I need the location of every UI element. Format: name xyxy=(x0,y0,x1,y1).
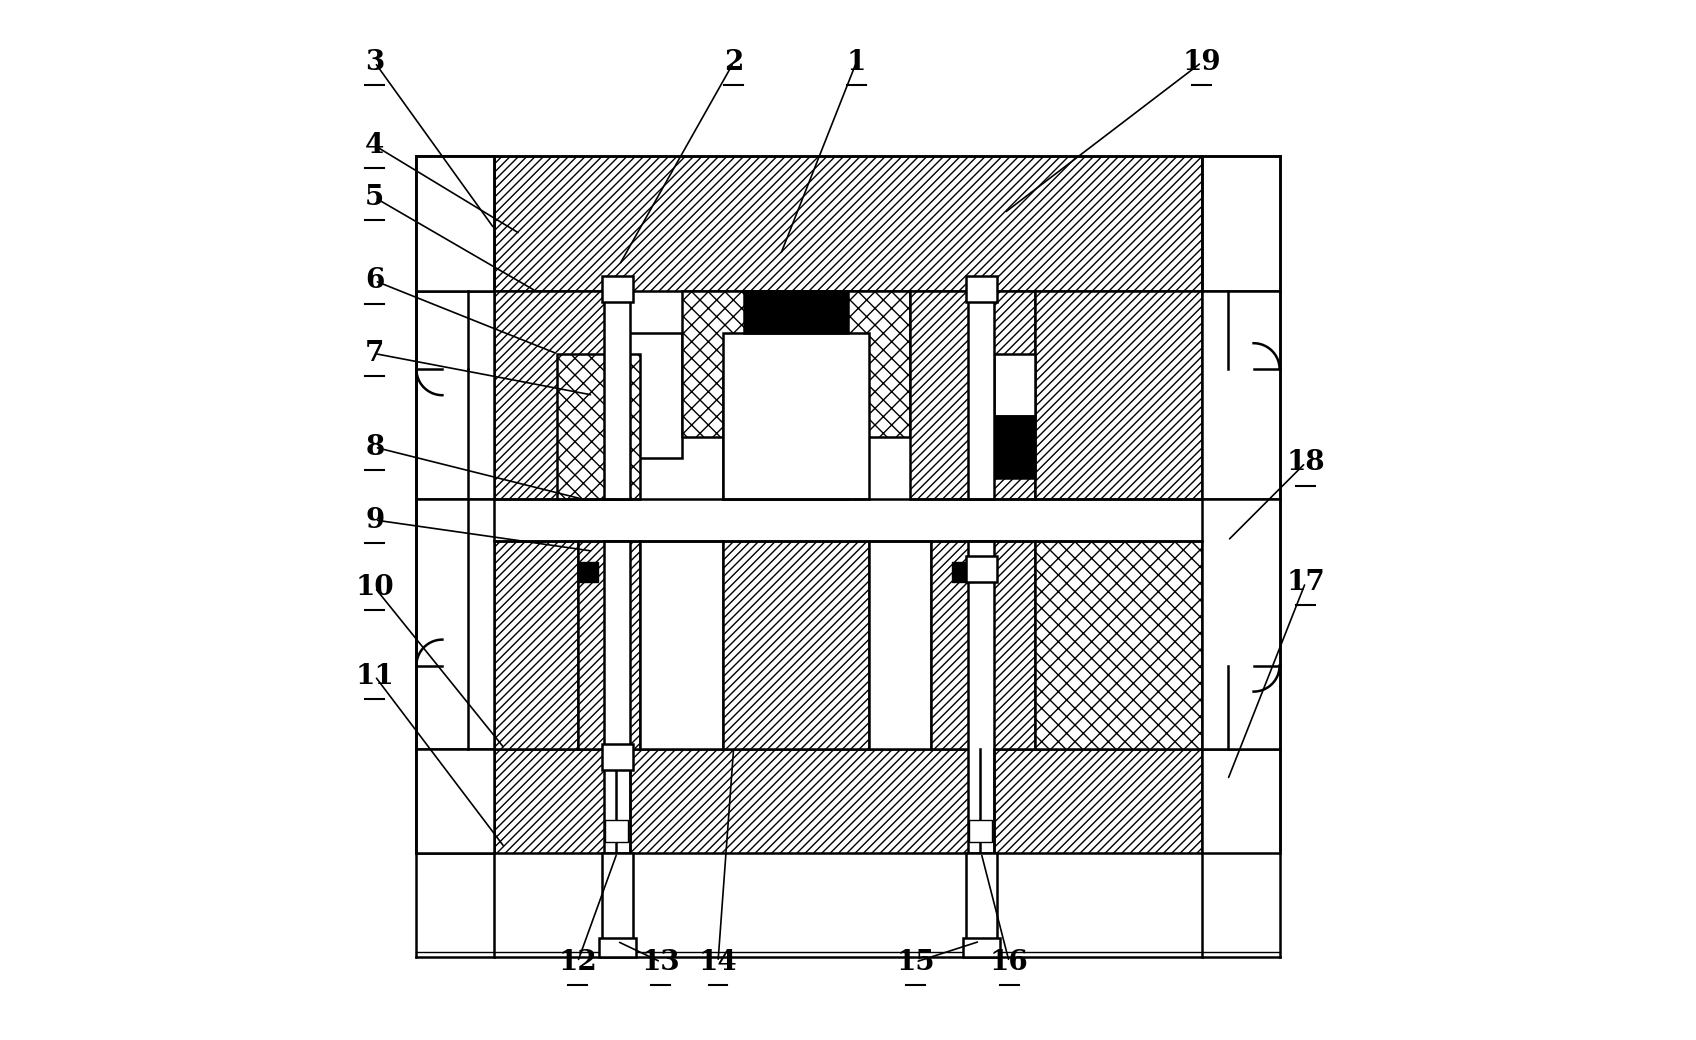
Bar xyxy=(495,541,578,749)
Text: 19: 19 xyxy=(1182,49,1221,76)
Bar xyxy=(994,354,1035,416)
Bar xyxy=(495,291,619,499)
Bar xyxy=(868,541,931,749)
Text: 14: 14 xyxy=(699,948,738,976)
Bar xyxy=(417,156,495,291)
Bar xyxy=(417,499,495,749)
Text: 16: 16 xyxy=(990,948,1028,976)
Text: 4: 4 xyxy=(365,132,385,159)
Bar xyxy=(968,291,994,499)
Text: 8: 8 xyxy=(365,434,385,461)
Bar xyxy=(931,541,1035,749)
Text: 3: 3 xyxy=(365,49,385,76)
Bar xyxy=(722,333,868,499)
Bar xyxy=(911,291,1035,499)
Text: 12: 12 xyxy=(558,948,597,976)
Text: 2: 2 xyxy=(724,49,743,76)
Bar xyxy=(745,291,848,333)
Bar xyxy=(1201,749,1279,853)
Text: 5: 5 xyxy=(365,184,385,211)
Text: 13: 13 xyxy=(641,948,680,976)
Bar xyxy=(417,749,495,853)
Bar xyxy=(963,938,1001,957)
Bar xyxy=(994,416,1035,478)
Text: 15: 15 xyxy=(895,948,934,976)
Bar xyxy=(619,333,682,458)
Bar xyxy=(602,853,633,941)
Bar xyxy=(1035,291,1201,499)
Bar xyxy=(1035,541,1201,749)
Text: 17: 17 xyxy=(1286,569,1325,596)
Bar xyxy=(1201,499,1279,749)
Bar xyxy=(965,853,997,941)
Bar xyxy=(968,820,992,842)
Text: 6: 6 xyxy=(365,267,385,294)
Bar xyxy=(604,291,629,499)
Bar xyxy=(604,541,629,853)
Text: 11: 11 xyxy=(356,662,393,690)
Bar xyxy=(722,541,868,749)
Bar xyxy=(417,749,495,853)
Bar xyxy=(682,291,911,437)
Bar xyxy=(639,541,722,749)
Bar xyxy=(722,374,848,499)
Bar xyxy=(578,541,639,749)
Bar xyxy=(968,541,994,853)
Bar xyxy=(951,562,974,582)
Bar xyxy=(1201,156,1279,291)
Bar xyxy=(965,556,997,582)
Bar xyxy=(602,276,633,302)
Text: 18: 18 xyxy=(1286,449,1325,476)
Bar xyxy=(965,276,997,302)
Bar xyxy=(599,938,636,957)
Text: 10: 10 xyxy=(356,574,393,601)
Bar xyxy=(495,749,1201,853)
Text: 7: 7 xyxy=(365,340,385,367)
Text: 1: 1 xyxy=(846,49,867,76)
Bar xyxy=(578,562,599,582)
Bar xyxy=(602,744,633,770)
Bar xyxy=(1201,291,1279,499)
Bar xyxy=(605,820,628,842)
Bar xyxy=(495,156,1201,291)
Bar xyxy=(556,354,639,499)
Bar xyxy=(417,291,495,499)
Bar xyxy=(417,156,495,291)
Text: 9: 9 xyxy=(365,506,385,534)
